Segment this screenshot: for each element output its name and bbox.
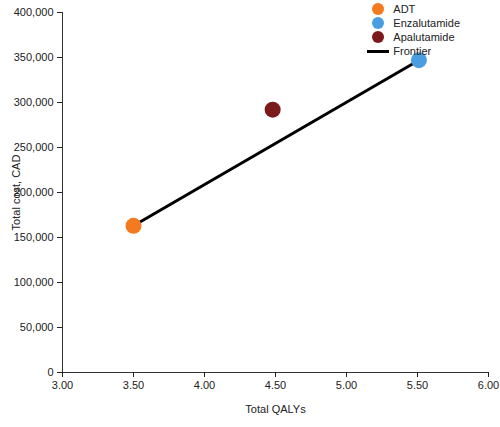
svg-text:400,000: 400,000 [14,6,54,18]
svg-text:Total QALYs: Total QALYs [245,403,306,415]
html-text:ADT: ADT [393,3,416,15]
svg-text:5.00: 5.00 [336,379,357,391]
svg-text:5.50: 5.50 [407,379,428,391]
svg-text:Total cost, CAD: Total cost, CAD [10,155,22,231]
svg-text:3.50: 3.50 [123,379,144,391]
html-text:Enzalutamide: Enzalutamide [393,17,460,29]
html-text:Apalutamide: Apalutamide [393,31,455,43]
svg-text:250,000: 250,000 [14,141,54,153]
svg-text:200,000: 200,000 [13,186,54,198]
svg-text:300,000: 300,000 [14,96,54,108]
svg-text:4.50: 4.50 [265,379,286,391]
svg-text:6.00: 6.00 [478,379,499,391]
svg-text:0: 0 [47,366,53,378]
svg-text:4.00: 4.00 [194,379,215,391]
svg-text:3.00: 3.00 [52,379,73,391]
html-text:Frontier: Frontier [393,45,432,57]
svg-text:350,000: 350,000 [14,51,54,63]
svg-text:50,000: 50,000 [20,321,54,333]
svg-text:100,000: 100,000 [14,276,54,288]
svg-text:150,000: 150,000 [14,231,54,243]
